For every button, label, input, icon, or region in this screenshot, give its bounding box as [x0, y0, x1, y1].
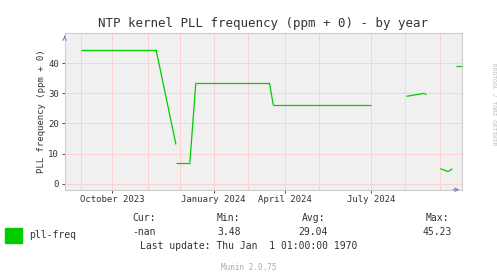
Text: Avg:: Avg: — [301, 213, 325, 223]
Text: Min:: Min: — [217, 213, 241, 223]
Text: Last update: Thu Jan  1 01:00:00 1970: Last update: Thu Jan 1 01:00:00 1970 — [140, 241, 357, 251]
Text: 45.23: 45.23 — [422, 227, 452, 237]
Title: NTP kernel PLL frequency (ppm + 0) - by year: NTP kernel PLL frequency (ppm + 0) - by … — [98, 17, 428, 31]
Text: 3.48: 3.48 — [217, 227, 241, 237]
Text: Cur:: Cur: — [132, 213, 156, 223]
Text: -nan: -nan — [132, 227, 156, 237]
Text: RRDTOOL / TOBI OETIKER: RRDTOOL / TOBI OETIKER — [491, 63, 496, 146]
Text: Munin 2.0.75: Munin 2.0.75 — [221, 263, 276, 271]
Text: pll-freq: pll-freq — [29, 230, 76, 240]
Text: Max:: Max: — [425, 213, 449, 223]
Text: 29.04: 29.04 — [298, 227, 328, 237]
Y-axis label: PLL frequency (ppm + 0): PLL frequency (ppm + 0) — [36, 50, 46, 173]
